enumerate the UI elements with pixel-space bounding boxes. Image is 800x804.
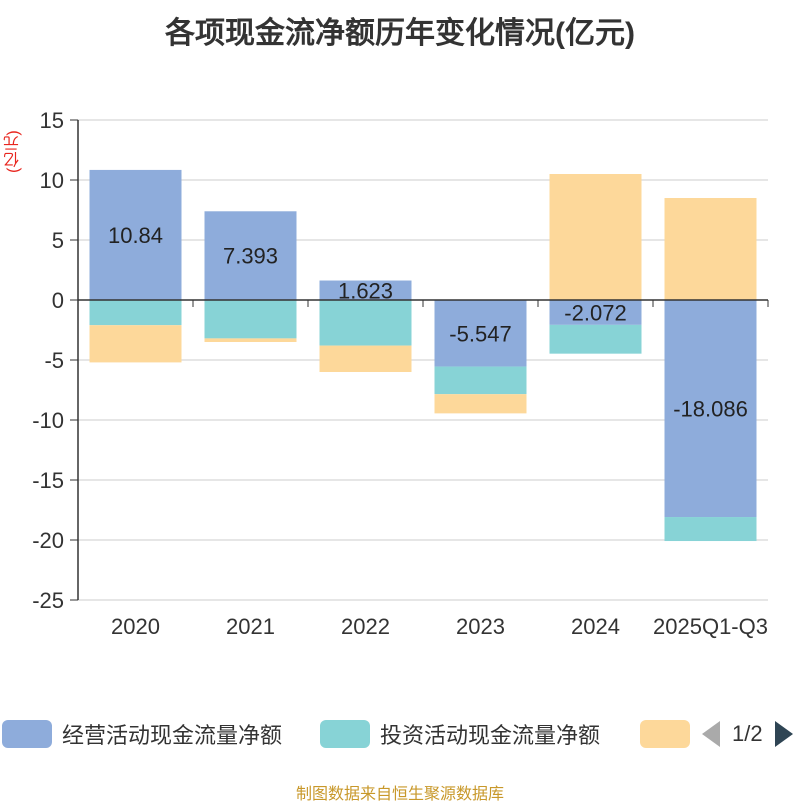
legend-swatch-investing (320, 720, 370, 748)
bar-operating-2024[interactable] (549, 300, 642, 325)
bar-financing-2022[interactable] (319, 345, 412, 372)
data-label-operating: 1.623 (338, 278, 393, 303)
legend-item-financing[interactable] (640, 716, 700, 752)
bar-operating-2022[interactable] (319, 280, 412, 300)
bar-investing-2020[interactable] (89, 300, 182, 326)
bar-investing-2021[interactable] (204, 300, 297, 339)
data-label-operating: 7.393 (223, 244, 278, 269)
bar-operating-2025Q1-Q3[interactable] (664, 300, 757, 518)
bar-operating-2021[interactable] (204, 211, 297, 300)
bar-financing-2020[interactable] (89, 325, 182, 363)
legend-item-investing[interactable]: 投资活动现金流量净额 (320, 716, 600, 752)
legend-swatch-financing (640, 720, 690, 748)
bars (89, 169, 757, 542)
chart-title: 各项现金流净额历年变化情况(亿元) (165, 17, 635, 50)
bar-financing-2023[interactable] (434, 394, 527, 414)
y-tick-label: 15 (40, 108, 64, 133)
y-tick-label: 5 (52, 228, 64, 253)
bar-investing-2022[interactable] (319, 300, 412, 346)
x-tick-label: 2020 (111, 614, 160, 639)
legend-label-investing: 投资活动现金流量净额 (380, 723, 601, 748)
x-tick-label: 2023 (456, 614, 505, 639)
bar-financing-2021[interactable] (204, 338, 297, 342)
bar-financing-2024[interactable] (549, 174, 642, 300)
legend-prev-arrow-icon[interactable] (702, 721, 720, 747)
data-label-operating: -18.086 (673, 397, 748, 422)
y-tick-label: -15 (32, 468, 64, 493)
data-source: 制图数据来自恒生聚源数据库 (295, 786, 504, 803)
labels: 15 10 5 0 -5 -10 -15 -20 -25 2020 2021 2022 2023 2024… (32, 108, 768, 639)
y-tick-label: 10 (40, 168, 64, 193)
legend-page-indicator: 1/2 (732, 721, 763, 746)
y-tick-label: -10 (32, 408, 64, 433)
legend-next-arrow-icon[interactable] (774, 721, 793, 747)
x-tick-label: 2024 (571, 614, 620, 639)
bar-financing-2025Q1-Q3[interactable] (664, 198, 757, 300)
bar-operating-2023[interactable] (434, 300, 527, 367)
x-tick-label: 2021 (226, 614, 275, 639)
bar-investing-2023[interactable] (434, 366, 527, 395)
y-tick-label: -20 (32, 528, 64, 553)
legend-item-operating[interactable]: 经营活动现金流量净额 (2, 716, 282, 752)
data-label-operating: -5.547 (449, 321, 511, 346)
legend-pager: 1/2 (702, 716, 793, 752)
y-tick-label: -5 (44, 348, 64, 373)
x-tick-label: 2025Q1-Q3 (653, 614, 768, 639)
legend-swatch-operating (2, 720, 52, 748)
axes (70, 119, 769, 601)
bar-investing-2024[interactable] (549, 324, 642, 354)
data-label-operating: 10.84 (108, 223, 163, 248)
data-label-operating: -2.072 (564, 300, 626, 325)
legend-label-operating: 经营活动现金流量净额 (62, 723, 283, 748)
bar-operating-2020[interactable] (89, 169, 182, 300)
x-tick-label: 2022 (341, 614, 390, 639)
legend: 经营活动现金流量净额 投资活动现金流量净额 1/2 (0, 716, 800, 752)
y-tick-label: -25 (32, 588, 64, 613)
bar-investing-2025Q1-Q3[interactable] (664, 517, 757, 542)
y-tick-label: 0 (52, 288, 64, 313)
